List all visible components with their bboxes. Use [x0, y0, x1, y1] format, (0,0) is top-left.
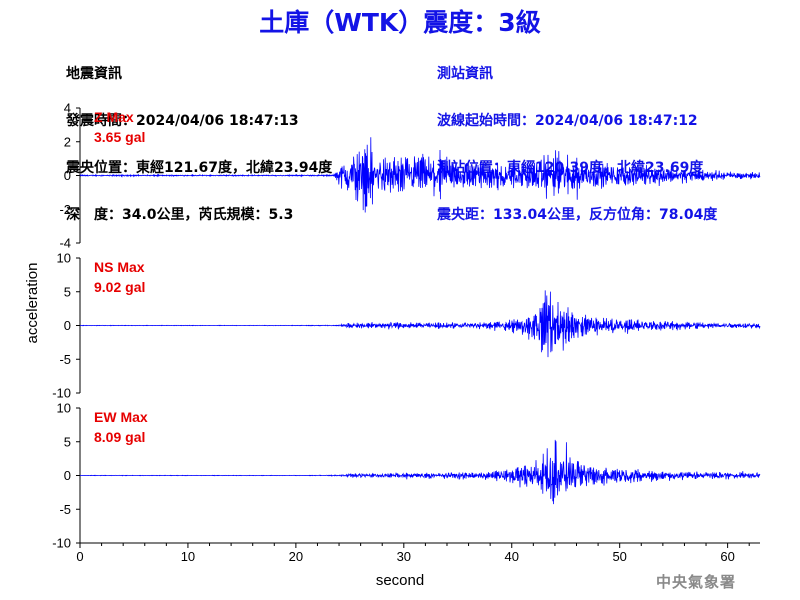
x-tick-label: 10	[181, 549, 195, 564]
peak-title-ns: NS Max	[94, 259, 145, 275]
y-tick-label: 10	[57, 401, 71, 416]
x-tick-label: 0	[76, 549, 83, 564]
waveform-trace-ns	[79, 290, 761, 358]
peak-value-ew: 8.09 gal	[94, 429, 145, 445]
waveform-trace-ew	[79, 439, 761, 505]
station-distance-azimuth: 震央距：133.04公里，反方位角：78.04度	[437, 206, 718, 223]
agency-credit: 中央氣象署	[656, 573, 737, 591]
station-wave-start: 波線起始時間：2024/04/06 18:47:12	[437, 112, 698, 129]
page-title: 土庫（WTK）震度：3級	[259, 8, 541, 37]
panel-ew: 10 5 0 -5 -10 EW Max 8.09 gal	[52, 401, 761, 551]
y-tick-label: 10	[57, 251, 71, 266]
y-tick-label: 5	[64, 434, 71, 449]
x-tick-label: 20	[289, 549, 303, 564]
panel-z: 4 2 0 -2 -4 Z Max 3.65 gal	[59, 101, 761, 251]
y-axis-label: acceleration	[24, 263, 41, 344]
x-tick-label: 40	[505, 549, 519, 564]
y-tick-label: 0	[64, 318, 71, 333]
peak-value-ns: 9.02 gal	[94, 279, 145, 295]
x-tick-label: 60	[720, 549, 734, 564]
y-tick-label: -4	[59, 236, 71, 251]
station-info-heading: 測站資訊	[437, 66, 493, 83]
peak-title-ew: EW Max	[94, 409, 148, 425]
y-tick-label: 0	[64, 168, 71, 183]
earthquake-info: 地震資訊 發震時間：2024/04/06 18:47:13 震央位置：東經121…	[66, 36, 332, 239]
y-tick-label: -10	[52, 386, 71, 401]
peak-value-z: 3.65 gal	[94, 129, 145, 145]
x-axis-label: second	[376, 572, 424, 589]
earthquake-time: 發震時間：2024/04/06 18:47:13	[66, 112, 299, 129]
y-tick-label: -2	[59, 202, 71, 217]
panel-ns: 10 5 0 -5 -10 NS Max 9.02 gal	[52, 251, 761, 401]
earthquake-info-heading: 地震資訊	[66, 66, 122, 83]
y-tick-label: 2	[64, 134, 71, 149]
peak-title-z: Z Max	[94, 109, 134, 125]
x-tick-label: 30	[397, 549, 411, 564]
y-tick-label: 5	[64, 284, 71, 299]
earthquake-depth-magnitude: 深 度：34.0公里，芮氏規模：5.3	[66, 206, 294, 223]
station-info: 測站資訊 波線起始時間：2024/04/06 18:47:12 測站位置：東經1…	[437, 36, 717, 239]
y-tick-label: -10	[52, 536, 71, 551]
y-tick-label: 0	[64, 468, 71, 483]
x-tick-label: 50	[612, 549, 626, 564]
y-tick-label: -5	[59, 352, 71, 367]
y-tick-label: -5	[59, 502, 71, 517]
waveform-trace-z	[79, 137, 761, 213]
earthquake-epicenter: 震央位置：東經121.67度，北緯23.94度	[66, 159, 333, 176]
y-tick-label: 4	[64, 101, 71, 116]
